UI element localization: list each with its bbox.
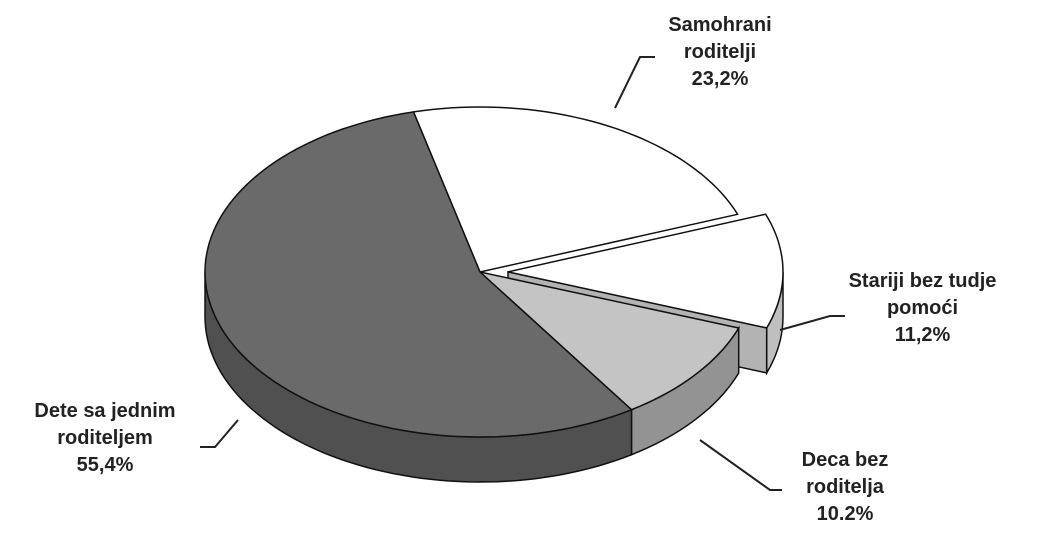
- slice: [204, 111, 633, 438]
- slice-label: Dete sa jednim roditeljem 55,4%: [5, 398, 205, 479]
- slice: [507, 213, 784, 329]
- slice-label: Stariji bez tudje pomoći 11,2%: [835, 268, 1010, 349]
- slice: [412, 106, 739, 273]
- slice-label: Deca bez roditelja 10.2%: [785, 447, 905, 528]
- slice-label: Samohrani roditelji 23,2%: [650, 12, 790, 93]
- leader-line: [699, 439, 782, 491]
- leader-line: [200, 419, 239, 448]
- leader-line: [614, 56, 655, 109]
- value-label: 23,2%: [691, 68, 749, 90]
- value-label: 55,4%: [76, 454, 134, 476]
- category-label: Samohrani roditelji: [668, 14, 772, 63]
- category-label: Stariji bez tudje pomoći: [848, 270, 997, 319]
- value-label: 11,2%: [894, 324, 951, 346]
- slice: [477, 270, 740, 411]
- category-label: Dete sa jednim roditeljem: [34, 400, 176, 449]
- category-label: Deca bez roditelja: [801, 449, 889, 498]
- leader-line: [779, 315, 845, 331]
- value-label: 10.2%: [816, 503, 874, 525]
